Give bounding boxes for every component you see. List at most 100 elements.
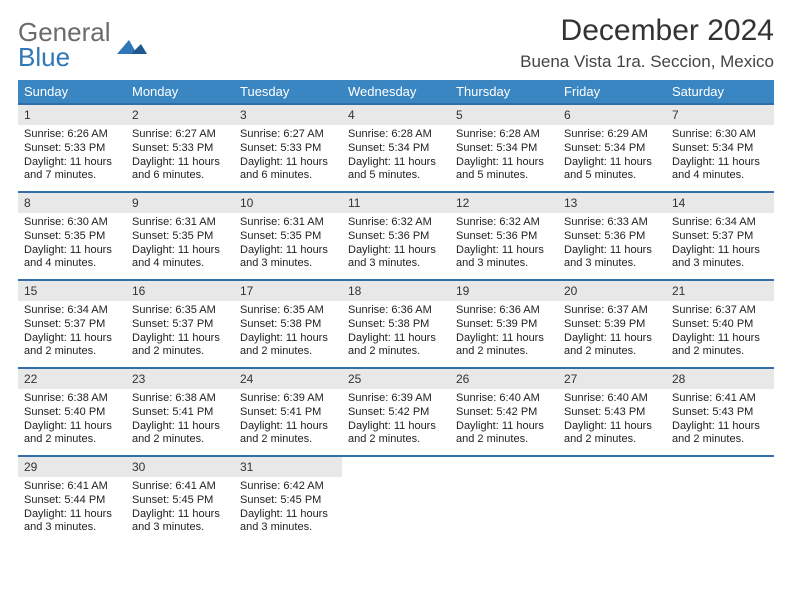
day-details: Sunrise: 6:30 AMSunset: 5:35 PMDaylight:… [18,213,126,279]
day-number: 2 [126,105,234,125]
sunrise-line: Sunrise: 6:38 AM [24,392,120,406]
sunset-line: Sunset: 5:36 PM [564,230,660,244]
sunset-line: Sunset: 5:40 PM [24,406,120,420]
sunset-line: Sunset: 5:45 PM [240,494,336,508]
day-details: Sunrise: 6:29 AMSunset: 5:34 PMDaylight:… [558,125,666,191]
day-number: 10 [234,193,342,213]
week-body-row: Sunrise: 6:30 AMSunset: 5:35 PMDaylight:… [18,213,774,279]
week-number-row: 1234567 [18,103,774,125]
day-number: 29 [18,457,126,477]
week-body-row: Sunrise: 6:38 AMSunset: 5:40 PMDaylight:… [18,389,774,455]
sunset-line: Sunset: 5:38 PM [240,318,336,332]
day-details: Sunrise: 6:37 AMSunset: 5:40 PMDaylight:… [666,301,774,367]
daylight-line: Daylight: 11 hours and 3 minutes. [24,508,120,536]
day-number [558,457,666,477]
day-number: 15 [18,281,126,301]
daylight-line: Daylight: 11 hours and 2 minutes. [348,332,444,360]
daylight-line: Daylight: 11 hours and 3 minutes. [240,508,336,536]
sunset-line: Sunset: 5:42 PM [456,406,552,420]
daylight-line: Daylight: 11 hours and 2 minutes. [348,420,444,448]
day-details: Sunrise: 6:28 AMSunset: 5:34 PMDaylight:… [342,125,450,191]
day-of-week-label: Wednesday [342,80,450,103]
day-details: Sunrise: 6:27 AMSunset: 5:33 PMDaylight:… [126,125,234,191]
sunrise-line: Sunrise: 6:28 AM [348,128,444,142]
sunset-line: Sunset: 5:39 PM [456,318,552,332]
sunrise-line: Sunrise: 6:39 AM [348,392,444,406]
day-details [450,477,558,543]
week-body-row: Sunrise: 6:41 AMSunset: 5:44 PMDaylight:… [18,477,774,543]
day-number: 8 [18,193,126,213]
sunrise-line: Sunrise: 6:27 AM [132,128,228,142]
sunset-line: Sunset: 5:41 PM [240,406,336,420]
day-number: 4 [342,105,450,125]
day-details: Sunrise: 6:38 AMSunset: 5:41 PMDaylight:… [126,389,234,455]
sunset-line: Sunset: 5:35 PM [132,230,228,244]
daylight-line: Daylight: 11 hours and 2 minutes. [24,420,120,448]
sunset-line: Sunset: 5:37 PM [672,230,768,244]
daylight-line: Daylight: 11 hours and 2 minutes. [564,420,660,448]
sunrise-line: Sunrise: 6:32 AM [456,216,552,230]
sunset-line: Sunset: 5:33 PM [132,142,228,156]
sunset-line: Sunset: 5:34 PM [564,142,660,156]
day-number: 17 [234,281,342,301]
day-details: Sunrise: 6:32 AMSunset: 5:36 PMDaylight:… [450,213,558,279]
daylight-line: Daylight: 11 hours and 2 minutes. [240,332,336,360]
sunrise-line: Sunrise: 6:40 AM [456,392,552,406]
day-of-week-label: Saturday [666,80,774,103]
sunrise-line: Sunrise: 6:30 AM [24,216,120,230]
sunrise-line: Sunrise: 6:27 AM [240,128,336,142]
sunrise-line: Sunrise: 6:33 AM [564,216,660,230]
weeks-container: 1234567 Sunrise: 6:26 AM Sunset: 5:33 PM Da… [18,103,774,543]
daylight-line: Daylight: 11 hours and 2 minutes. [24,332,120,360]
title-block: December 2024 Buena Vista 1ra. Seccion, … [520,14,774,72]
sunrise-line: Sunrise: 6:26 AM [24,128,120,142]
day-details: Sunrise: 6:39 AMSunset: 5:42 PMDaylight:… [342,389,450,455]
sunrise-line: Sunrise: 6:34 AM [672,216,768,230]
day-number: 22 [18,369,126,389]
sunset-line: Sunset: 5:41 PM [132,406,228,420]
daylight-line: Daylight: 11 hours and 4 minutes. [132,244,228,272]
day-number: 24 [234,369,342,389]
sunset-line: Sunset: 5:35 PM [24,230,120,244]
week-number-row: 293031 [18,455,774,477]
day-details: Sunrise: 6:38 AMSunset: 5:40 PMDaylight:… [18,389,126,455]
sunrise-line: Sunrise: 6:41 AM [24,480,120,494]
day-details: Sunrise: 6:37 AMSunset: 5:39 PMDaylight:… [558,301,666,367]
day-details: Sunrise: 6:36 AMSunset: 5:39 PMDaylight:… [450,301,558,367]
sunrise-line: Sunrise: 6:41 AM [672,392,768,406]
daylight-line: Daylight: 11 hours and 5 minutes. [456,156,552,184]
sunrise-line: Sunrise: 6:38 AM [132,392,228,406]
day-details: Sunrise: 6:41 AMSunset: 5:43 PMDaylight:… [666,389,774,455]
calendar: SundayMondayTuesdayWednesdayThursdayFrid… [18,80,774,543]
sunset-line: Sunset: 5:44 PM [24,494,120,508]
sunset-line: Sunset: 5:43 PM [672,406,768,420]
sunrise-line: Sunrise: 6:41 AM [132,480,228,494]
sunset-line: Sunset: 5:34 PM [456,142,552,156]
week-number-row: 891011121314 [18,191,774,213]
sunrise-line: Sunrise: 6:36 AM [348,304,444,318]
sunrise-line: Sunrise: 6:30 AM [672,128,768,142]
day-details: Sunrise: 6:34 AMSunset: 5:37 PMDaylight:… [18,301,126,367]
daylight-line: Daylight: 11 hours and 3 minutes. [132,508,228,536]
header: General Blue December 2024 Buena Vista 1… [18,14,774,72]
day-details: Sunrise: 6:34 AMSunset: 5:37 PMDaylight:… [666,213,774,279]
sunrise-line: Sunrise: 6:35 AM [132,304,228,318]
day-of-week-label: Friday [558,80,666,103]
daylight-line: Daylight: 11 hours and 6 minutes. [240,156,336,184]
day-details: Sunrise: 6:27 AMSunset: 5:33 PMDaylight:… [234,125,342,191]
day-details: Sunrise: 6:40 AMSunset: 5:42 PMDaylight:… [450,389,558,455]
day-of-week-label: Tuesday [234,80,342,103]
day-number: 27 [558,369,666,389]
day-number: 26 [450,369,558,389]
day-number: 21 [666,281,774,301]
day-number: 25 [342,369,450,389]
daylight-line: Daylight: 11 hours and 2 minutes. [456,420,552,448]
day-number: 30 [126,457,234,477]
sunrise-line: Sunrise: 6:31 AM [240,216,336,230]
sunrise-line: Sunrise: 6:42 AM [240,480,336,494]
sunrise-line: Sunrise: 6:37 AM [672,304,768,318]
month-title: December 2024 [520,14,774,48]
daylight-line: Daylight: 11 hours and 7 minutes. [24,156,120,184]
day-number: 20 [558,281,666,301]
week-number-row: 22232425262728 [18,367,774,389]
